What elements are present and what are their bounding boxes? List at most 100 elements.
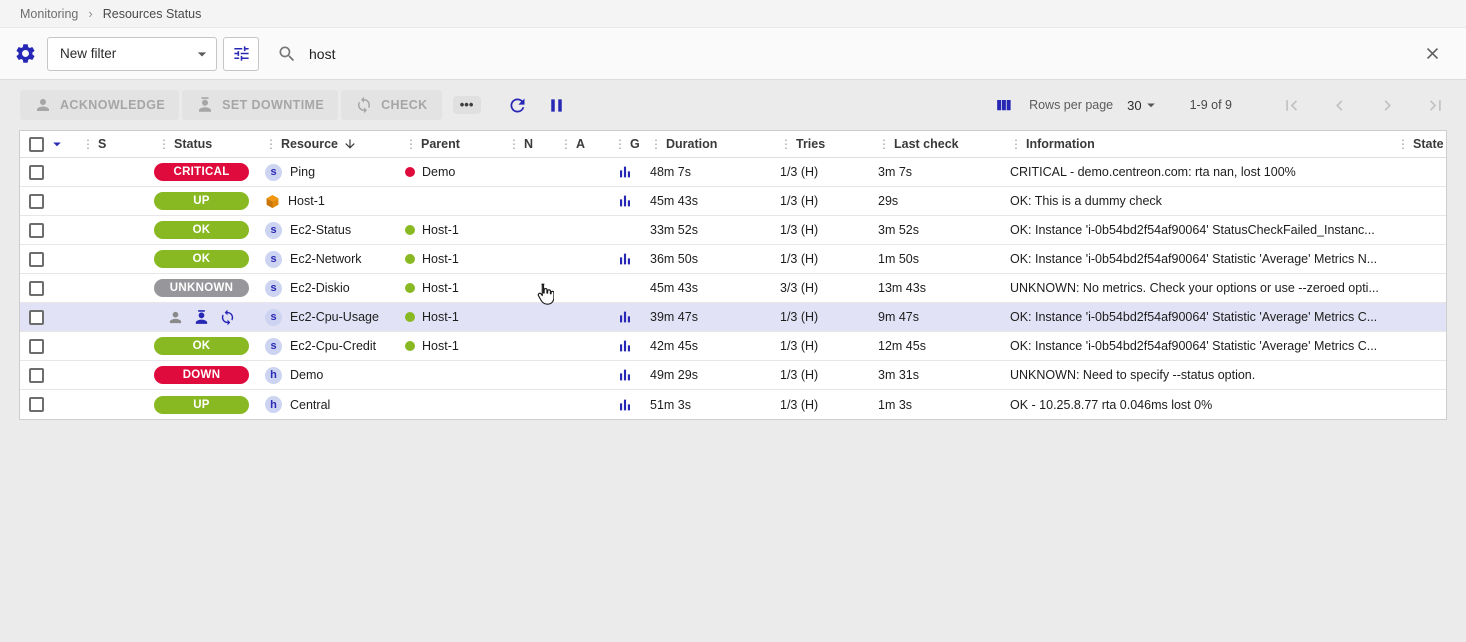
resource-cell[interactable]: h Demo [255, 361, 395, 389]
parent-name[interactable]: Host-1 [422, 223, 459, 237]
column-header-last-check[interactable]: ⋮ Last check [878, 137, 959, 151]
column-header-severity[interactable]: ⋮ S [82, 137, 107, 151]
resource-name[interactable]: Central [290, 397, 331, 412]
bar-chart-icon[interactable] [617, 164, 633, 180]
resource-name[interactable]: Ping [290, 165, 316, 179]
bar-chart-icon[interactable] [617, 309, 633, 325]
table-row[interactable]: UNKNOWN s Ec2-Diskio Host-1 45m 43s 3/3 … [20, 274, 1446, 303]
resource-cell[interactable]: Host-1 [255, 187, 395, 215]
rows-per-page-select[interactable]: 30 [1127, 96, 1159, 114]
duration-cell: 36m 50s [650, 252, 698, 266]
parent-cell[interactable] [395, 361, 498, 389]
severity-cell [72, 216, 148, 244]
gear-icon[interactable] [14, 42, 37, 65]
table-row[interactable]: DOWN h Demo 49m 29s 1/3 (H) 3m 31s UNKNO… [20, 361, 1446, 390]
parent-name[interactable]: Host-1 [422, 310, 459, 324]
first-page-icon[interactable] [1281, 95, 1302, 116]
close-icon[interactable] [1423, 44, 1442, 63]
parent-cell[interactable]: Host-1 [395, 303, 498, 331]
table-row[interactable]: UP Host-1 45m 43s 1/3 (H) 29s OK: This i… [20, 187, 1446, 216]
check-button[interactable]: CHECK [341, 90, 442, 120]
parent-cell[interactable]: Host-1 [395, 274, 498, 302]
row-checkbox[interactable] [29, 309, 44, 325]
view-columns-icon[interactable] [994, 96, 1013, 115]
parent-cell[interactable] [395, 187, 498, 215]
resource-name[interactable]: Host-1 [288, 194, 325, 208]
row-checkbox[interactable] [29, 397, 44, 412]
column-header-information[interactable]: ⋮ Information [1010, 137, 1095, 151]
previous-page-icon[interactable] [1329, 95, 1350, 116]
row-checkbox[interactable] [29, 222, 44, 238]
status-badge: DOWN [154, 366, 249, 384]
row-checkbox[interactable] [29, 164, 44, 180]
set-downtime-button[interactable]: SET DOWNTIME [182, 90, 339, 120]
select-all-checkbox[interactable] [29, 136, 44, 152]
breadcrumb-resources-status[interactable]: Resources Status [102, 6, 202, 21]
table-row[interactable]: s Ec2-Cpu-Usage Host-1 39m 47s 1/3 (H) 9… [20, 303, 1446, 332]
parent-name[interactable]: Host-1 [422, 252, 459, 266]
column-header-duration[interactable]: ⋮ Duration [650, 137, 718, 151]
table-row[interactable]: OK s Ec2-Cpu-Credit Host-1 42m 45s 1/3 (… [20, 332, 1446, 361]
row-checkbox[interactable] [29, 193, 44, 209]
parent-cell[interactable]: Host-1 [395, 245, 498, 273]
row-checkbox[interactable] [29, 280, 44, 296]
more-actions-button[interactable]: ••• [452, 96, 481, 114]
parent-name[interactable]: Demo [422, 165, 456, 179]
bar-chart-icon[interactable] [617, 367, 633, 383]
resource-name[interactable]: Ec2-Status [290, 223, 352, 237]
row-checkbox[interactable] [29, 367, 44, 383]
bar-chart-icon[interactable] [617, 193, 633, 209]
resource-cell[interactable]: s Ec2-Network [255, 245, 395, 273]
refresh-icon[interactable] [507, 95, 528, 116]
filter-preset-select[interactable]: New filter [47, 36, 217, 71]
column-header-parent[interactable]: ⋮ Parent [405, 137, 460, 151]
resource-cell[interactable]: s Ec2-Cpu-Usage [255, 303, 395, 331]
table-row[interactable]: UP h Central 51m 3s 1/3 (H) 1m 3s OK - 1… [20, 390, 1446, 419]
table-row[interactable]: OK s Ec2-Status Host-1 33m 52s 1/3 (H) 3… [20, 216, 1446, 245]
resource-cell[interactable]: h Central [255, 390, 395, 419]
next-page-icon[interactable] [1377, 95, 1398, 116]
last-page-icon[interactable] [1425, 95, 1446, 116]
bar-chart-icon[interactable] [617, 397, 633, 413]
column-header-graph[interactable]: ⋮ G [614, 137, 640, 151]
row-checkbox[interactable] [29, 251, 44, 267]
parent-name[interactable]: Host-1 [422, 339, 459, 353]
resource-cell[interactable]: s Ec2-Cpu-Credit [255, 332, 395, 360]
search-input[interactable] [307, 44, 1423, 63]
column-header-status[interactable]: ⋮ Status [158, 137, 213, 151]
bar-chart-icon[interactable] [617, 338, 633, 354]
selection-menu-icon[interactable] [48, 135, 66, 153]
resource-cell[interactable]: s Ec2-Status [255, 216, 395, 244]
parent-name[interactable]: Host-1 [422, 281, 459, 295]
resource-name[interactable]: Ec2-Cpu-Credit [290, 339, 377, 353]
state-cell [1387, 274, 1446, 302]
parent-cell[interactable] [395, 390, 498, 419]
resource-name[interactable]: Demo [290, 368, 324, 382]
column-header-action[interactable]: ⋮ A [560, 137, 586, 151]
parent-cell[interactable]: Host-1 [395, 332, 498, 360]
table-row[interactable]: CRITICAL s Ping Demo 48m 7s 1/3 (H) 3m 7… [20, 158, 1446, 187]
resource-name[interactable]: Ec2-Network [290, 252, 362, 266]
filter-options-button[interactable] [223, 36, 259, 71]
row-checkbox[interactable] [29, 338, 44, 354]
resource-name[interactable]: Ec2-Cpu-Usage [290, 310, 379, 324]
parent-status-dot [405, 225, 415, 235]
column-header-resource[interactable]: ⋮ Resource [255, 131, 395, 157]
status-cell: OK [148, 332, 255, 360]
column-header-notes[interactable]: ⋮ N [508, 137, 534, 151]
parent-cell[interactable]: Demo [395, 158, 498, 186]
pause-icon[interactable] [546, 95, 567, 116]
resource-cell[interactable]: s Ping [255, 158, 395, 186]
resource-cell[interactable]: s Ec2-Diskio [255, 274, 395, 302]
bar-chart-icon[interactable] [617, 251, 633, 267]
column-header-state[interactable]: ⋮ State [1397, 137, 1444, 151]
breadcrumb-monitoring[interactable]: Monitoring [20, 6, 79, 21]
notes-cell [498, 158, 550, 186]
resource-name[interactable]: Ec2-Diskio [290, 281, 350, 295]
acknowledge-label: ACKNOWLEDGE [60, 98, 166, 112]
parent-cell[interactable]: Host-1 [395, 216, 498, 244]
severity-cell [72, 187, 148, 215]
acknowledge-button[interactable]: ACKNOWLEDGE [20, 90, 180, 120]
table-row[interactable]: OK s Ec2-Network Host-1 36m 50s 1/3 (H) … [20, 245, 1446, 274]
column-header-tries[interactable]: ⋮ Tries [780, 137, 826, 151]
